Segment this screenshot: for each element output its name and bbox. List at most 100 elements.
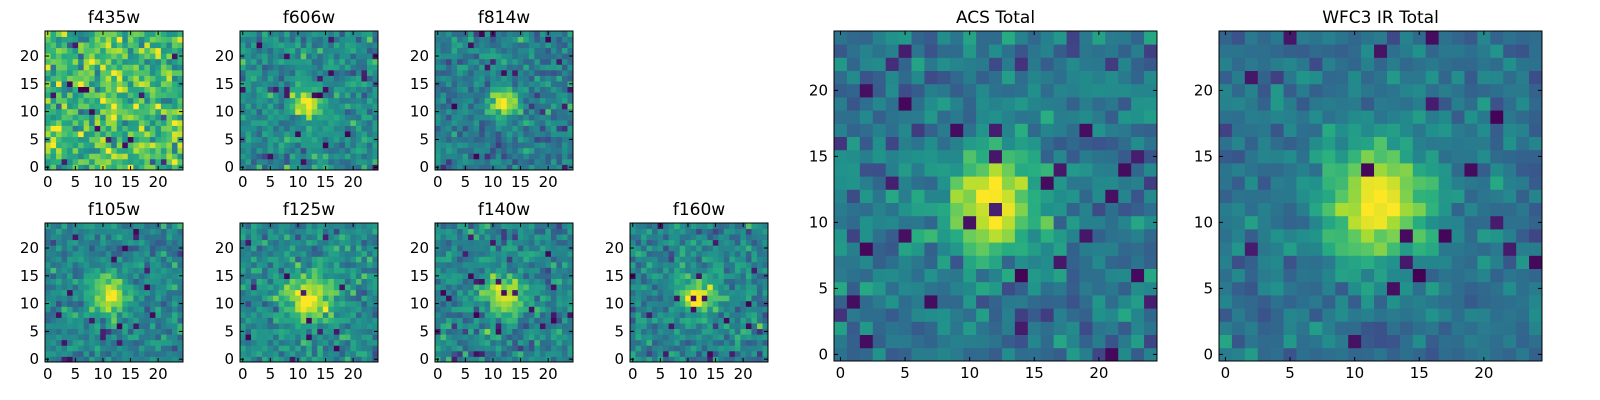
heatmap-cell — [701, 278, 708, 285]
heatmap-cell — [94, 119, 101, 126]
heatmap-cell — [641, 306, 647, 313]
heatmap-cell — [89, 92, 96, 99]
heatmap-cell — [751, 223, 758, 229]
heatmap-cell — [556, 58, 563, 65]
heatmap-cells — [834, 31, 1158, 362]
heatmap-cell — [872, 334, 887, 349]
heatmap-cell — [635, 306, 642, 313]
heatmap-cell — [652, 261, 658, 268]
heatmap-cell — [462, 300, 469, 307]
heatmap-cell — [495, 239, 502, 246]
heatmap-cell — [528, 339, 535, 346]
heatmap-cell — [100, 147, 107, 154]
heatmap-cell — [83, 289, 90, 296]
heatmap-cell — [284, 234, 291, 241]
heatmap-cell — [317, 86, 324, 93]
x-tick-label: 5 — [461, 365, 471, 383]
heatmap-cell — [550, 158, 557, 165]
y-tick-label: 15 — [410, 75, 429, 93]
heatmap-cell — [83, 256, 90, 263]
heatmap-cell — [67, 278, 73, 285]
heatmap-cell — [479, 300, 486, 307]
heatmap-cell — [468, 261, 475, 268]
heatmap-cell — [561, 295, 568, 302]
heatmap-cell — [534, 58, 541, 65]
heatmap-cell — [262, 142, 268, 149]
heatmap-cell — [273, 328, 280, 335]
heatmap-cell — [317, 223, 324, 229]
heatmap-cell — [372, 239, 379, 246]
heatmap-cell — [479, 36, 486, 43]
heatmap-cell — [457, 284, 463, 291]
heatmap-cell — [105, 323, 112, 330]
heatmap-cell — [440, 119, 447, 126]
heatmap-cell — [911, 308, 925, 322]
heatmap-cell — [734, 300, 741, 307]
heatmap-cell — [127, 47, 134, 54]
heatmap-cell — [344, 267, 351, 274]
heatmap-cell — [523, 256, 530, 263]
heatmap-cell — [473, 119, 480, 126]
heatmap-cell — [160, 103, 167, 110]
heatmap-cell — [490, 295, 497, 302]
heatmap-cell — [545, 131, 552, 138]
heatmap-cell — [440, 158, 447, 165]
heatmap-cell — [501, 311, 508, 318]
heatmap-cell — [306, 273, 313, 279]
heatmap-cell — [295, 289, 302, 296]
heatmap-cell — [751, 317, 758, 324]
heatmap-cell — [1066, 176, 1080, 190]
heatmap-cell — [484, 356, 491, 363]
heatmap-cell — [322, 108, 329, 115]
heatmap-cell — [361, 273, 368, 279]
heatmap-cell — [652, 328, 658, 335]
heatmap-cell — [262, 239, 268, 246]
y-tick-label: 15 — [20, 75, 39, 93]
heatmap-cell — [479, 311, 486, 318]
heatmap-cell — [468, 245, 475, 252]
heatmap-cell — [160, 147, 167, 154]
heatmap-cell — [834, 149, 848, 164]
heatmap-cell — [171, 278, 178, 285]
heatmap-cell — [468, 311, 475, 318]
heatmap-cell — [144, 328, 151, 335]
heatmap-cell — [707, 356, 714, 363]
heatmap-cell — [333, 142, 340, 149]
heatmap-cell — [262, 158, 268, 165]
heatmap-cell — [740, 261, 747, 268]
heatmap-cell — [111, 239, 118, 246]
heatmap-cell — [523, 125, 530, 132]
heatmap-cell — [495, 119, 502, 126]
heatmap-cell — [528, 114, 535, 121]
heatmap-cell — [256, 267, 263, 274]
heatmap-cell — [1092, 334, 1106, 349]
heatmap-cell — [539, 223, 546, 229]
heatmap-cell — [67, 234, 73, 241]
heatmap-cell — [539, 350, 546, 357]
heatmap-cell — [317, 245, 324, 252]
heatmap-cell — [506, 306, 513, 313]
heatmap-cell — [468, 317, 475, 324]
heatmap-cell — [468, 103, 475, 110]
heatmap-cell — [322, 136, 329, 143]
heatmap-cell — [289, 267, 296, 274]
heatmap-cell — [556, 267, 563, 274]
heatmap-cell — [45, 323, 51, 330]
heatmap-cell — [924, 281, 938, 296]
heatmap-cell — [484, 295, 491, 302]
heatmap-cell — [45, 228, 51, 235]
heatmap-cell — [160, 97, 167, 104]
heatmap-cell — [495, 64, 502, 71]
heatmap-cell — [630, 323, 636, 330]
heatmap-cell — [937, 202, 951, 217]
axes-frame — [434, 30, 574, 171]
heatmap-cell — [528, 42, 535, 49]
heatmap-cell — [361, 300, 368, 307]
heatmap-cell — [911, 295, 925, 309]
heatmap-cell — [501, 81, 508, 87]
heatmap-cell — [718, 284, 725, 291]
heatmap-cell — [133, 289, 140, 296]
heatmap-cell — [61, 81, 68, 87]
heatmap-cell — [344, 125, 351, 132]
heatmap-cell — [361, 119, 368, 126]
